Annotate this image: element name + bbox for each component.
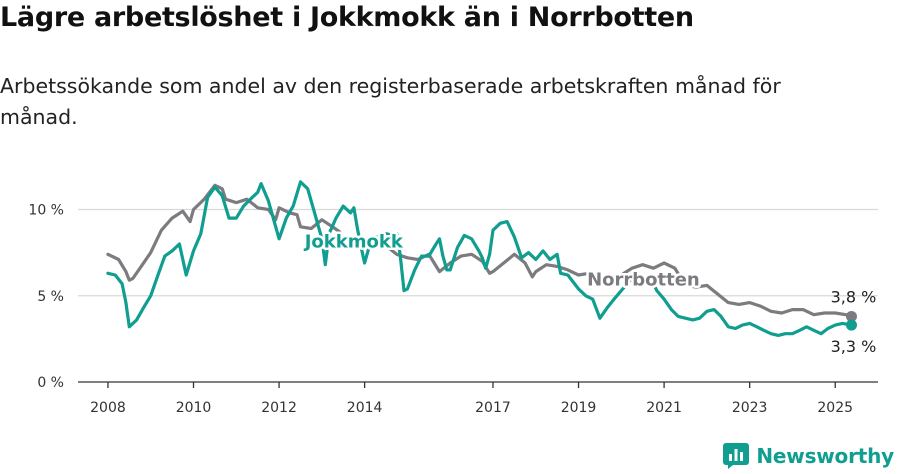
newsworthy-logo-icon (723, 443, 750, 469)
x-tick-label: 2023 (732, 400, 768, 416)
axes: 0 % 5 % 10 % 2008 2010 2012 2014 2017 2019 2021 20… (28, 203, 878, 416)
series-label-jokkmokk: Jokkmokk (303, 231, 404, 252)
chart-subtitle: Arbetssökande som andel av den registerb… (0, 74, 781, 129)
end-value-label-norrbotten: 3,8 % (831, 287, 877, 306)
x-tick-label: 2008 (90, 400, 126, 416)
series-label-norrbotten: Norrbotten (587, 269, 700, 290)
newsworthy-logo: Newsworthy (723, 443, 894, 469)
x-tick-label: 2025 (817, 400, 853, 416)
gridlines (78, 208, 878, 297)
end-value-label-jokkmokk: 3,3 % (831, 337, 877, 356)
end-point-jokkmokk (845, 319, 857, 331)
x-tick-label: 2021 (646, 400, 682, 416)
series-labels: 3,8 % 3,3 % Norrbotten Jokkmokk (300, 229, 877, 356)
series-lines (106, 180, 857, 337)
y-tick-label: 0 % (37, 375, 64, 391)
chart-title: Lägre arbetslöshet i Jokkmokk än i Norrb… (0, 2, 694, 33)
x-tick-label: 2019 (561, 400, 597, 416)
brand-name: Newsworthy (756, 444, 894, 468)
x-tick-label: 2017 (475, 400, 511, 416)
y-tick-label: 5 % (37, 289, 64, 305)
x-tick-label: 2012 (261, 400, 297, 416)
x-tick-label: 2010 (176, 400, 212, 416)
y-tick-label: 10 % (28, 203, 64, 219)
end-point-norrbotten (845, 310, 857, 322)
x-tick-label: 2014 (347, 400, 383, 416)
series-line-jokkmokk (106, 180, 854, 337)
series-line-norrbotten (106, 183, 854, 318)
